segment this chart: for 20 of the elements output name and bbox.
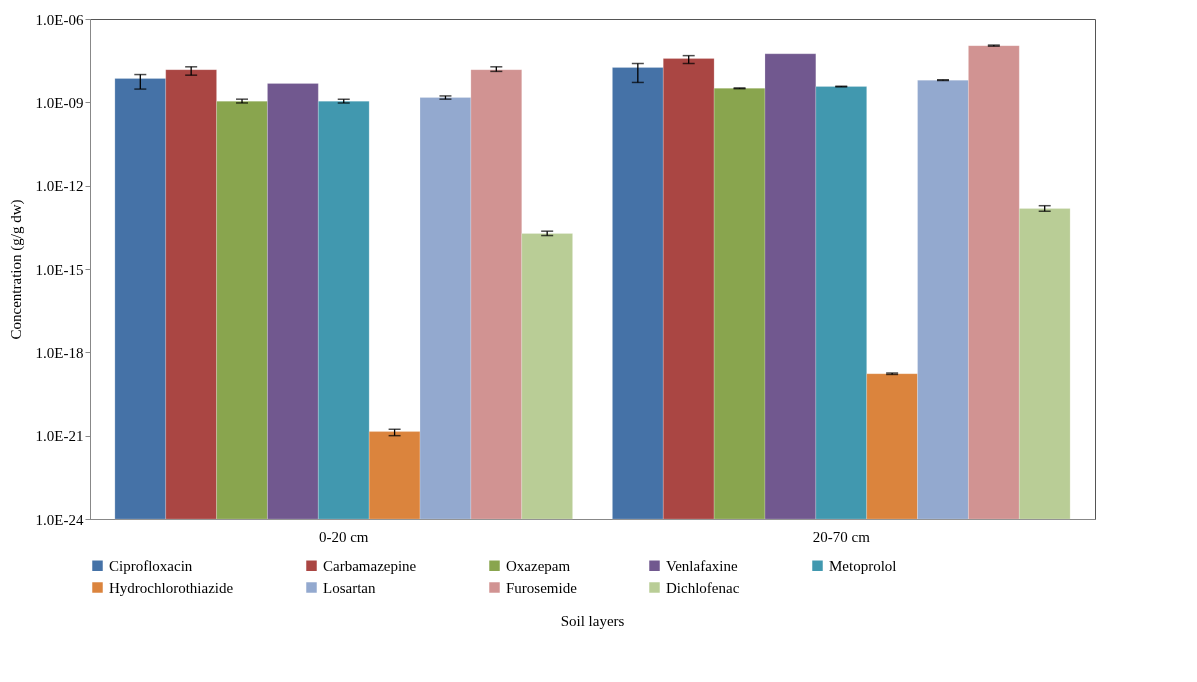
legend-label: Dichlofenac [666,579,740,596]
legend-label: Oxazepam [506,557,571,574]
legend-label: Furosemide [506,579,578,596]
legend-label: Metoprolol [829,557,897,574]
y-tick-label: 1.0E-18 [35,344,84,361]
y-tick-label: 1.0E-06 [35,11,84,28]
legend-label: Carbamazepine [323,557,417,574]
y-tick-label: 1.0E-21 [35,428,84,445]
legend-label: Ciprofloxacin [109,557,193,574]
y-tick-label: 1.0E-12 [35,178,84,195]
y-tick-label: 1.0E-09 [35,94,84,111]
x-axis-title: Soil layers [560,613,625,629]
x-tick-label: 0-20 cm [318,528,369,545]
legend-label: Losartan [323,579,376,596]
x-tick-label: 20-70 cm [812,528,871,545]
y-axis-title: Concentration (g/g dw) [7,199,25,340]
y-tick-label: 1.0E-15 [35,261,84,278]
legend-label: Venlafaxine [666,557,738,574]
legend-label: Hydrochlorothiazide [109,579,234,596]
y-tick-label: 1.0E-24 [35,511,84,528]
